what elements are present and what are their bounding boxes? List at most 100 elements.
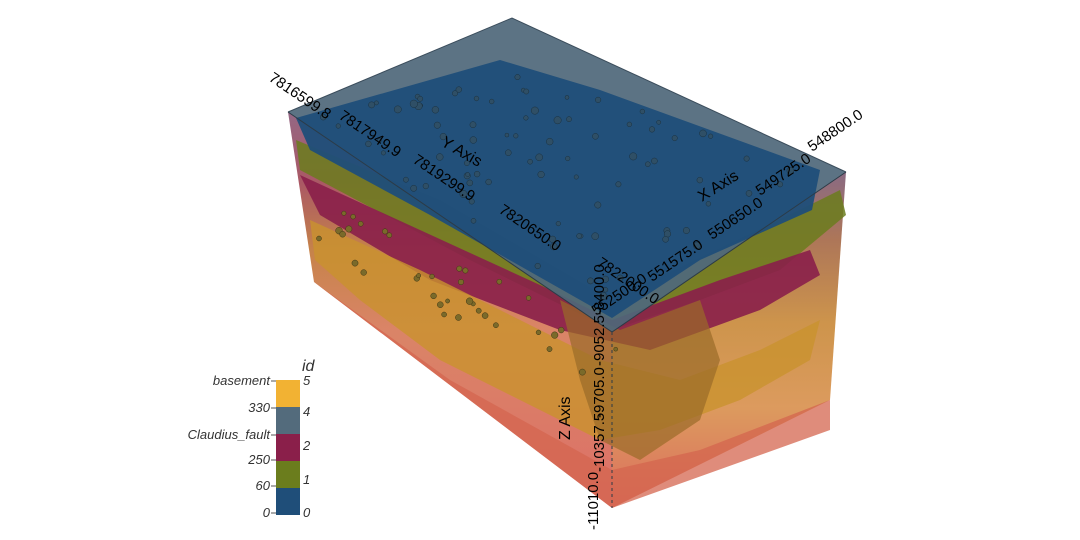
input-point-sphere [594, 201, 602, 209]
input-point-sphere [546, 137, 554, 146]
input-point-sphere [351, 259, 359, 267]
fault-surface [560, 300, 720, 460]
scalar-bar-legend: id basement 330 Claudius_fault 250 60 0 … [188, 358, 316, 520]
z-tick-label: -11010.0 [585, 472, 602, 530]
geological-block [287, 17, 847, 508]
legend-left-label: 60 [256, 478, 271, 493]
input-point-sphere [616, 274, 624, 282]
input-point-sphere [416, 273, 422, 279]
input-point-sphere [555, 221, 561, 227]
lower-unit [314, 282, 830, 508]
input-point-sphere [551, 331, 559, 339]
x-tick-label: 548800.0 [805, 106, 866, 155]
input-point-sphere [699, 129, 707, 138]
input-point-sphere [439, 133, 447, 141]
input-point-sphere [535, 153, 543, 162]
input-point-sphere [527, 158, 533, 165]
input-point-sphere [523, 88, 530, 95]
input-point-sphere [459, 190, 468, 198]
input-point-sphere [345, 225, 353, 233]
input-point-sphere [591, 232, 599, 240]
input-point-sphere [465, 297, 474, 305]
input-point-sphere [564, 95, 570, 100]
input-point-sphere [433, 121, 441, 129]
input-point-sphere [410, 184, 418, 192]
input-point-sphere [708, 133, 714, 139]
legend-left-label: 250 [247, 452, 270, 467]
input-point-sphere [485, 178, 492, 186]
input-point-sphere [429, 273, 435, 280]
input-point-sphere [587, 277, 594, 285]
input-point-sphere [473, 170, 481, 178]
input-point-sphere [382, 228, 388, 235]
legend-swatch-5 [276, 380, 300, 407]
legend-swatch-0 [276, 488, 300, 515]
input-point-sphere [496, 278, 503, 285]
input-point-sphere [316, 235, 322, 242]
input-point-sphere [455, 314, 462, 321]
input-point-sphere [339, 230, 346, 238]
input-point-sphere [558, 326, 565, 334]
input-point-sphere [777, 181, 784, 188]
input-point-sphere [409, 99, 418, 108]
legend-swatch-4 [276, 407, 300, 434]
z-tick-label: -10357.5 [591, 413, 608, 472]
input-point-sphere [489, 98, 495, 105]
input-point-sphere [513, 133, 519, 139]
z-tick-label: -8400.0 [591, 264, 608, 315]
input-point-sphere [360, 269, 367, 276]
input-point-sphere [549, 242, 558, 251]
legend-right-label: 2 [302, 438, 311, 453]
input-point-sphere [320, 113, 327, 121]
input-point-sphere [505, 149, 512, 156]
input-point-sphere [786, 166, 795, 175]
input-point-sphere [350, 214, 356, 220]
legend-left-label: basement [213, 373, 271, 388]
z-axis-title: Z Axis [557, 396, 574, 440]
input-point-sphere [469, 136, 477, 144]
input-point-sphere [436, 153, 444, 161]
input-point-sphere [648, 126, 656, 133]
input-point-sphere [456, 265, 463, 272]
input-point-sphere [595, 96, 602, 103]
input-point-sphere [445, 298, 450, 304]
input-point-sphere [546, 346, 553, 352]
legend-right-label: 1 [303, 472, 310, 487]
input-point-sphere [437, 301, 444, 308]
legend-right-label: 0 [303, 505, 311, 520]
input-point-sphere [504, 132, 510, 138]
input-point-sphere [335, 123, 341, 129]
input-point-sphere [455, 86, 462, 93]
input-point-sphere [523, 115, 529, 121]
input-point-sphere [462, 267, 469, 274]
input-point-sphere [573, 174, 579, 180]
blue-surface [296, 60, 820, 318]
input-point-sphere [671, 135, 678, 142]
input-point-sphere [579, 368, 586, 376]
input-point-sphere [386, 232, 393, 238]
input-point-sphere [682, 227, 690, 234]
input-point-sphere [417, 95, 424, 102]
z-axis-labels: -11010.0 -10357.5 -9705.0 -9052.5 -8400.… [557, 264, 608, 530]
input-point-sphere [651, 157, 658, 165]
legend-title: id [302, 358, 316, 375]
input-point-sphere [430, 292, 437, 300]
input-point-sphere [380, 150, 386, 156]
legend-swatch-1 [276, 461, 300, 488]
input-point-sphere [530, 106, 539, 115]
input-point-sphere [514, 74, 521, 81]
input-point-sphere [465, 172, 471, 177]
input-point-sphere [441, 311, 447, 318]
input-point-sphere [422, 183, 429, 190]
input-point-sphere [469, 121, 477, 129]
input-point-sphere [705, 201, 712, 207]
input-point-sphere [452, 90, 458, 97]
input-point-sphere [534, 262, 541, 270]
input-point-sphere [602, 287, 609, 293]
input-point-sphere [576, 233, 582, 239]
input-point-sphere [403, 176, 409, 183]
input-point-sphere [599, 292, 608, 301]
input-point-sphere [565, 155, 571, 162]
input-point-sphere [656, 119, 662, 125]
